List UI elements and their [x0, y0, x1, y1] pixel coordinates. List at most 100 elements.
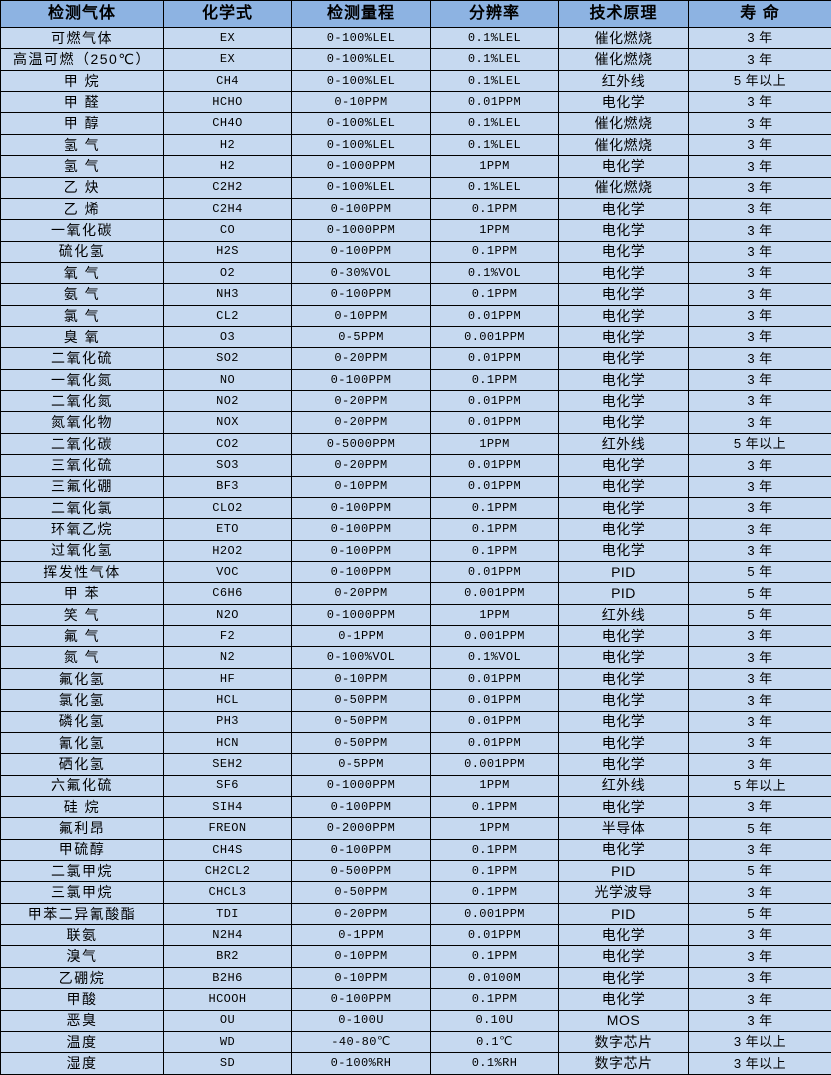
cell-range: 0-1000PPM: [291, 603, 431, 627]
cell-gas: 笑 气: [0, 603, 164, 627]
cell-formula: SO3: [163, 454, 292, 477]
cell-range: 0-100PPM: [291, 240, 431, 263]
cell-formula: H2: [163, 155, 292, 178]
cell-gas: 三氯甲烷: [0, 881, 164, 904]
cell-gas: 甲 醇: [0, 112, 164, 135]
cell-gas: 磷化氢: [0, 710, 164, 733]
table-row: 可燃气体 EX 0-100%LEL 0.1%LEL 催化燃烧 3 年: [0, 26, 831, 50]
table-row: 氟利昂 FREON 0-2000PPM 1PPM 半导体 5 年: [0, 817, 831, 840]
cell-gas: 甲苯二异氰酸酯: [0, 902, 164, 926]
cell-gas: 硒化氢: [0, 753, 164, 776]
cell-tech: 电化学: [558, 411, 689, 434]
column-header-formula: 化学式: [163, 0, 292, 28]
cell-range: 0-50PPM: [291, 731, 431, 755]
cell-res: 0.01PPM: [430, 304, 559, 328]
cell-tech: 催化燃烧: [558, 176, 689, 199]
cell-res: 1PPM: [430, 817, 559, 840]
cell-range: 0-1PPM: [291, 924, 431, 947]
column-header-resolution: 分辨率: [430, 0, 559, 28]
cell-tech: 电化学: [558, 283, 689, 306]
cell-res: 1PPM: [430, 432, 559, 456]
cell-res: 0.1%VOL: [430, 261, 559, 285]
cell-life: 5 年: [688, 902, 831, 926]
cell-formula: NO2: [163, 390, 292, 413]
cell-gas: 氧 气: [0, 261, 164, 285]
cell-tech: 电化学: [558, 689, 689, 712]
cell-range: 0-100%LEL: [291, 48, 431, 71]
cell-life: 3 年: [688, 518, 831, 541]
cell-gas: 硅 烷: [0, 795, 164, 819]
cell-life: 3 年: [688, 326, 831, 349]
cell-formula: HCHO: [163, 91, 292, 114]
cell-range: 0-100%LEL: [291, 112, 431, 135]
cell-res: 0.01PPM: [430, 454, 559, 477]
cell-tech: 电化学: [558, 731, 689, 755]
column-header-range: 检测量程: [291, 0, 431, 28]
cell-formula: BR2: [163, 945, 292, 968]
cell-range: 0-20PPM: [291, 347, 431, 370]
cell-tech: 催化燃烧: [558, 26, 689, 50]
cell-gas: 氯 气: [0, 304, 164, 328]
cell-formula: NO: [163, 368, 292, 392]
cell-gas: 氮 气: [0, 646, 164, 669]
table-row: 环氧乙烷 ETO 0-100PPM 0.1PPM 电化学 3 年: [0, 518, 831, 541]
cell-gas: 氨 气: [0, 283, 164, 306]
cell-tech: 催化燃烧: [558, 112, 689, 135]
cell-res: 0.1℃: [430, 1030, 559, 1054]
cell-tech: PID: [558, 560, 689, 584]
cell-life: 3 年: [688, 155, 831, 178]
cell-res: 0.1PPM: [430, 496, 559, 520]
table-row: 溴气 BR2 0-10PPM 0.1PPM 电化学 3 年: [0, 945, 831, 968]
cell-gas: 硫化氢: [0, 240, 164, 263]
cell-tech: 电化学: [558, 795, 689, 819]
cell-life: 3 年: [688, 390, 831, 413]
table-row: 氯 气 CL2 0-10PPM 0.01PPM 电化学 3 年: [0, 304, 831, 328]
cell-range: 0-20PPM: [291, 902, 431, 926]
cell-formula: ETO: [163, 518, 292, 541]
cell-gas: 氰化氢: [0, 731, 164, 755]
cell-life: 3 年: [688, 710, 831, 733]
table-row: 三氯甲烷 CHCL3 0-50PPM 0.1PPM 光学波导 3 年: [0, 881, 831, 904]
cell-tech: 电化学: [558, 91, 689, 114]
cell-res: 0.01PPM: [430, 924, 559, 947]
cell-gas: 乙 炔: [0, 176, 164, 199]
table-row: 氮 气 N2 0-100%VOL 0.1%VOL 电化学 3 年: [0, 646, 831, 669]
cell-life: 3 年: [688, 454, 831, 477]
cell-range: 0-100PPM: [291, 795, 431, 819]
cell-formula: H2: [163, 133, 292, 157]
table-row: 氧 气 O2 0-30%VOL 0.1%VOL 电化学 3 年: [0, 261, 831, 285]
cell-life: 3 年: [688, 261, 831, 285]
cell-gas: 甲 苯: [0, 582, 164, 605]
cell-tech: PID: [558, 860, 689, 883]
cell-tech: 电化学: [558, 753, 689, 776]
cell-formula: SF6: [163, 774, 292, 797]
cell-tech: 电化学: [558, 197, 689, 221]
cell-gas: 氢 气: [0, 155, 164, 178]
cell-tech: 电化学: [558, 347, 689, 370]
cell-gas: 氢 气: [0, 133, 164, 157]
cell-life: 3 年: [688, 795, 831, 819]
table-row: 恶臭 OU 0-100U 0.10U MOS 3 年: [0, 1009, 831, 1032]
cell-life: 5 年以上: [688, 774, 831, 797]
cell-gas: 乙 烯: [0, 197, 164, 221]
cell-res: 1PPM: [430, 155, 559, 178]
cell-gas: 过氧化氢: [0, 539, 164, 562]
cell-formula: SD: [163, 1052, 292, 1075]
cell-range: 0-100%LEL: [291, 176, 431, 199]
cell-res: 0.1PPM: [430, 283, 559, 306]
cell-tech: 电化学: [558, 966, 689, 990]
cell-formula: NOX: [163, 411, 292, 434]
cell-tech: 电化学: [558, 390, 689, 413]
table-row: 乙 烯 C2H4 0-100PPM 0.1PPM 电化学 3 年: [0, 197, 831, 221]
cell-res: 0.01PPM: [430, 411, 559, 434]
cell-formula: CH4S: [163, 838, 292, 862]
table-row: 甲苯二异氰酸酯 TDI 0-20PPM 0.001PPM PID 5 年: [0, 902, 831, 926]
table-row: 乙 炔 C2H2 0-100%LEL 0.1%LEL 催化燃烧 3 年: [0, 176, 831, 199]
cell-life: 3 年: [688, 26, 831, 50]
table-row: 氰化氢 HCN 0-50PPM 0.01PPM 电化学 3 年: [0, 731, 831, 755]
cell-formula: TDI: [163, 902, 292, 926]
cell-res: 0.10U: [430, 1009, 559, 1032]
cell-range: 0-20PPM: [291, 411, 431, 434]
cell-formula: HCOOH: [163, 988, 292, 1011]
